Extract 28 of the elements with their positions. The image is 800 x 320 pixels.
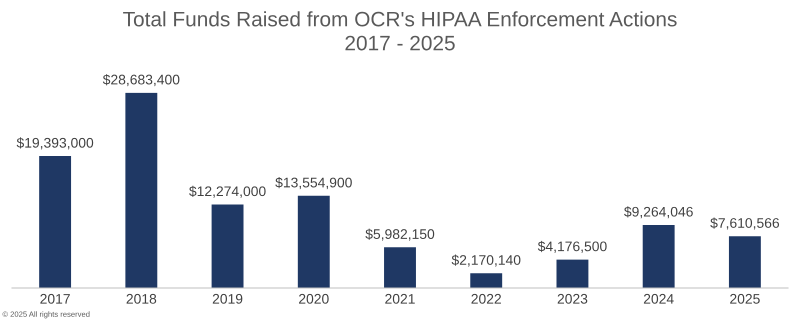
bar <box>298 196 330 288</box>
x-tick-label: 2025 <box>730 294 760 304</box>
x-tick-label: 2017 <box>40 294 70 304</box>
x-tick-label: 2022 <box>471 294 501 304</box>
x-tick-label: 2018 <box>126 294 156 304</box>
bar <box>470 273 502 288</box>
x-tick-label: 2024 <box>644 294 674 304</box>
bar <box>728 236 761 288</box>
bar <box>39 156 72 288</box>
data-label: $2,170,140 <box>452 254 520 267</box>
x-tick-label: 2019 <box>212 294 242 304</box>
data-label: $13,554,900 <box>275 177 352 190</box>
data-label: $5,982,150 <box>365 228 434 241</box>
bar <box>642 224 675 288</box>
data-label: $19,393,000 <box>16 137 94 150</box>
data-label: $7,610,566 <box>710 217 780 230</box>
data-label: $9,264,046 <box>624 206 693 218</box>
data-label: $12,274,000 <box>189 186 266 198</box>
bar <box>212 204 244 288</box>
data-label: $4,176,500 <box>538 240 607 253</box>
bar <box>125 92 158 288</box>
x-tick-label: 2021 <box>385 294 415 304</box>
chart-title: Total Funds Raised from OCR's HIPAA Enforcement Actions 2017 - 2025 <box>123 11 677 50</box>
x-tick-label: 2020 <box>299 294 329 304</box>
data-label: $28,683,400 <box>102 74 180 86</box>
bar <box>556 260 588 288</box>
bar <box>384 247 416 288</box>
x-tick-label: 2023 <box>558 294 588 304</box>
